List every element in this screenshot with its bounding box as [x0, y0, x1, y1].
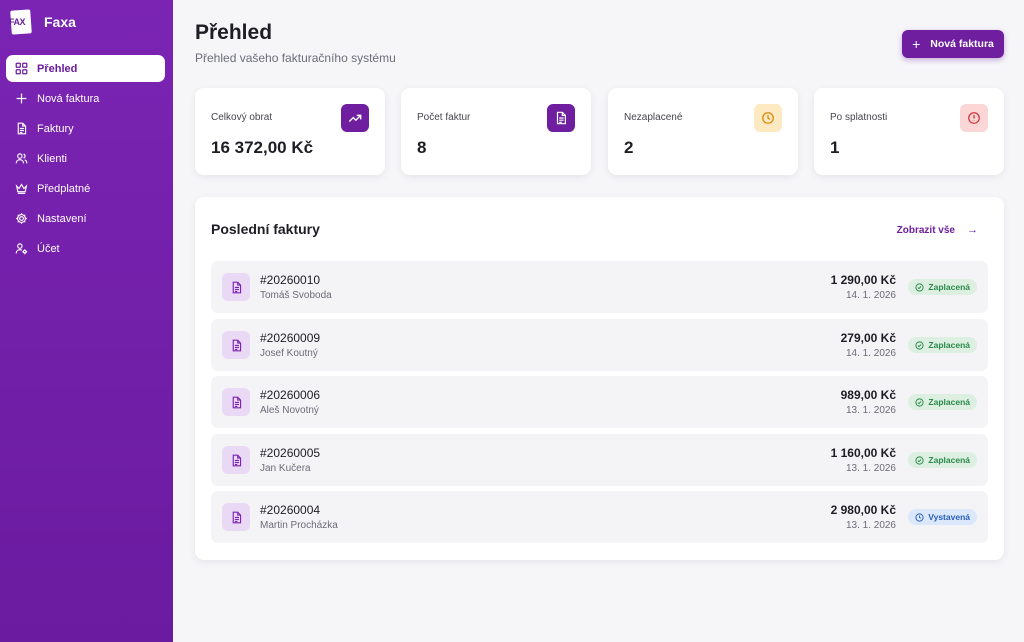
arrow-right-icon: → — [967, 224, 978, 236]
invoice-amount: 989,00 Kč — [840, 388, 896, 402]
invoice-row[interactable]: #20260010 Tomáš Svoboda 1 290,00 Kč 14. … — [211, 261, 988, 313]
stat-card-overdue[interactable]: Po splatnosti 1 — [814, 88, 1004, 175]
new-invoice-button[interactable]: + Nová faktura — [902, 30, 1004, 58]
invoice-number: #20260006 — [260, 388, 321, 402]
sidebar-item-nastaveni[interactable]: Nastavení — [6, 205, 165, 232]
main-content: Přehled Přehled vašeho fakturačního syst… — [173, 0, 1024, 642]
document-icon — [547, 104, 575, 132]
sidebar-item-label: Faktury — [37, 122, 74, 135]
invoice-row[interactable]: #20260004 Martin Procházka 2 980,00 Kč 1… — [211, 491, 988, 543]
crown-icon — [15, 183, 28, 194]
stat-label: Počet faktur — [417, 112, 471, 123]
page-subtitle: Přehled vašeho fakturačního systému — [195, 51, 396, 65]
invoice-client: Jan Kučera — [260, 463, 311, 474]
document-icon — [222, 446, 250, 474]
status-badge: Zaplacená — [908, 394, 977, 410]
invoice-amount: 279,00 Kč — [840, 331, 896, 345]
invoice-date: 13. 1. 2026 — [845, 463, 896, 474]
stat-card-invoice-count[interactable]: Počet faktur 8 — [401, 88, 591, 175]
status-badge: Zaplacená — [908, 452, 977, 468]
sidebar: FAX Faxa Přehled Nová faktura Faktury — [0, 0, 173, 642]
sidebar-item-label: Nová faktura — [37, 92, 100, 105]
invoice-date: 13. 1. 2026 — [845, 520, 896, 531]
sidebar-item-faktury[interactable]: Faktury — [6, 115, 165, 142]
stat-label: Po splatnosti — [830, 112, 888, 123]
sidebar-item-nova-faktura[interactable]: Nová faktura — [6, 85, 165, 112]
sidebar-item-prehled[interactable]: Přehled — [6, 55, 165, 82]
invoice-number: #20260004 — [260, 503, 321, 517]
page-title: Přehled — [195, 21, 273, 44]
new-invoice-button-label: Nová faktura — [930, 38, 994, 50]
document-icon — [222, 331, 250, 359]
user-settings-icon — [15, 243, 28, 255]
invoice-row[interactable]: #20260009 Josef Koutný 279,00 Kč 14. 1. … — [211, 319, 988, 371]
sidebar-item-label: Předplatné — [37, 182, 91, 195]
check-circle-icon — [915, 397, 925, 407]
invoice-amount: 1 290,00 Kč — [830, 273, 896, 287]
document-icon — [17, 122, 27, 135]
invoice-client: Aleš Novotný — [260, 405, 319, 416]
stat-label: Nezaplacené — [624, 112, 683, 123]
sidebar-item-label: Přehled — [37, 62, 78, 75]
invoice-date: 13. 1. 2026 — [845, 405, 896, 416]
invoice-client: Tomáš Svoboda — [260, 290, 332, 301]
stat-card-revenue[interactable]: Celkový obrat 16 372,00 Kč — [195, 88, 385, 175]
sidebar-item-label: Klienti — [37, 152, 67, 165]
invoice-date: 14. 1. 2026 — [845, 290, 896, 301]
view-all-label: Zobrazit vše — [896, 224, 955, 236]
check-circle-icon — [915, 455, 925, 465]
clock-icon — [915, 512, 924, 522]
stat-label: Celkový obrat — [211, 112, 273, 123]
invoice-row[interactable]: #20260005 Jan Kučera 1 160,00 Kč 13. 1. … — [211, 434, 988, 486]
stat-value: 1 — [830, 138, 840, 157]
stat-value: 2 — [624, 138, 634, 157]
check-circle-icon — [915, 282, 925, 292]
sidebar-item-label: Nastavení — [37, 212, 87, 225]
stat-value: 16 372,00 Kč — [211, 138, 314, 157]
plus-icon — [16, 93, 27, 104]
invoice-date: 14. 1. 2026 — [845, 348, 896, 359]
invoice-client: Martin Procházka — [260, 520, 338, 531]
alert-icon — [960, 104, 988, 132]
invoice-client: Josef Koutný — [260, 348, 318, 359]
document-icon — [222, 273, 250, 301]
stat-card-unpaid[interactable]: Nezaplacené 2 — [608, 88, 798, 175]
sidebar-item-predplatne[interactable]: Předplatné — [6, 175, 165, 202]
app-logo: FAX — [9, 9, 36, 35]
invoice-row[interactable]: #20260006 Aleš Novotný 989,00 Kč 13. 1. … — [211, 376, 988, 428]
recent-invoices-panel: Poslední faktury Zobrazit vše → #2026001… — [195, 197, 1004, 560]
clock-icon — [754, 104, 782, 132]
stat-value: 8 — [417, 138, 427, 157]
users-icon — [15, 153, 28, 164]
stats-row: Celkový obrat 16 372,00 Kč Počet faktur … — [195, 88, 1004, 175]
gear-icon — [16, 213, 27, 224]
invoice-amount: 2 980,00 Kč — [830, 503, 896, 517]
invoice-number: #20260009 — [260, 331, 321, 345]
invoice-number: #20260005 — [260, 446, 321, 460]
sidebar-item-klienti[interactable]: Klienti — [6, 145, 165, 172]
status-badge: Zaplacená — [908, 279, 977, 295]
status-badge: Vystavená — [908, 509, 977, 525]
app-name: Faxa — [44, 14, 76, 30]
status-badge: Zaplacená — [908, 337, 977, 353]
view-all-link[interactable]: Zobrazit vše → — [897, 224, 978, 236]
sidebar-item-label: Účet — [37, 242, 60, 255]
sidebar-nav: Přehled Nová faktura Faktury Klienti — [6, 55, 165, 265]
brand[interactable]: FAX Faxa — [9, 9, 76, 35]
dashboard-icon — [15, 62, 28, 75]
document-icon — [222, 503, 250, 531]
sidebar-item-ucet[interactable]: Účet — [6, 235, 165, 262]
plus-icon: + — [912, 36, 921, 52]
invoice-number: #20260010 — [260, 273, 321, 287]
invoice-amount: 1 160,00 Kč — [830, 446, 896, 460]
recent-invoices-title: Poslední faktury — [211, 221, 320, 237]
check-circle-icon — [915, 340, 925, 350]
document-icon — [222, 388, 250, 416]
trending-up-icon — [341, 104, 369, 132]
